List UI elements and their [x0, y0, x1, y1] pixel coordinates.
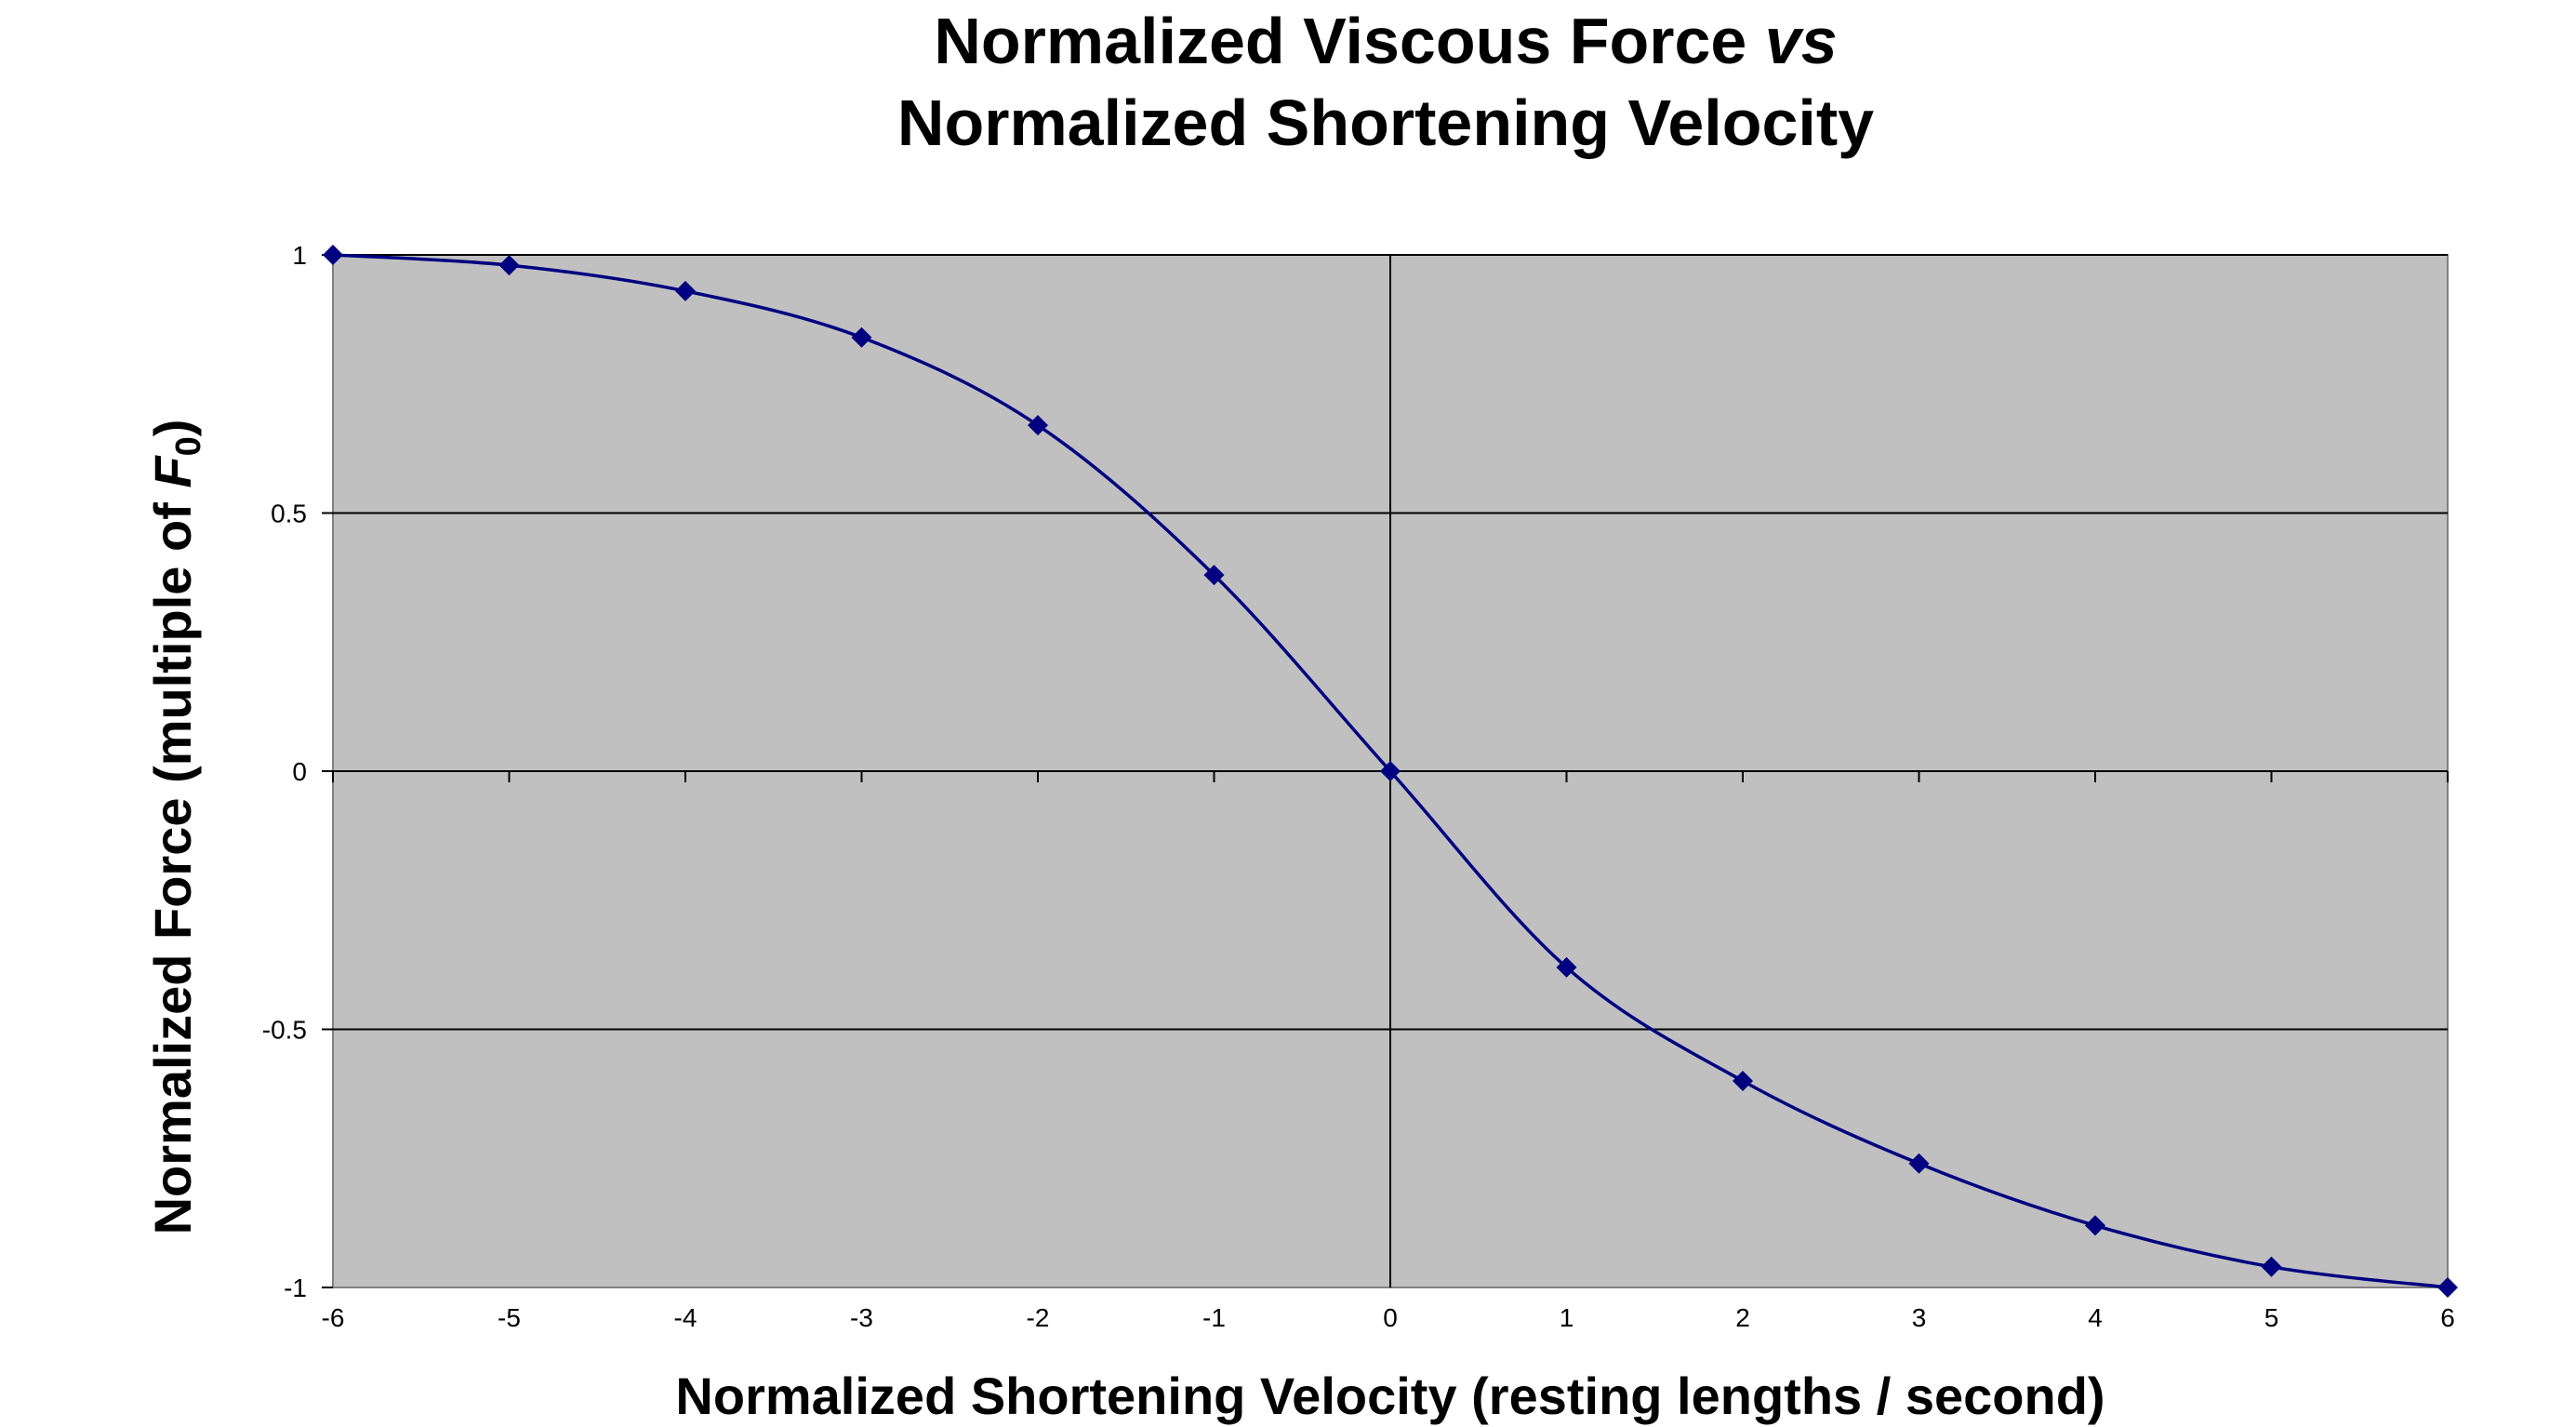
chart-title: Normalized Viscous Force vs Normalized S… — [0, 0, 2576, 164]
x-tick-label: -1 — [1202, 1303, 1226, 1332]
x-tick-label: 0 — [1383, 1303, 1398, 1332]
x-tick-label: 2 — [1735, 1303, 1750, 1332]
data-point — [1380, 761, 1401, 781]
chart-title-line1: Normalized Viscous Force vs — [934, 5, 1838, 77]
y-tick-label: 1 — [292, 241, 307, 270]
x-tick-label: 5 — [2264, 1303, 2279, 1332]
data-point — [498, 255, 520, 276]
x-tick-label: -2 — [1027, 1303, 1050, 1332]
data-point — [2085, 1215, 2105, 1236]
y-tick-label: 0.5 — [271, 500, 307, 528]
data-markers — [323, 245, 2458, 1298]
x-tick-label: 3 — [1912, 1303, 1927, 1332]
data-point — [1203, 565, 1225, 586]
y-axis-title: Normalized Force (multiple of F0) — [143, 420, 208, 1235]
x-tick-label: 4 — [2088, 1303, 2103, 1332]
x-axis-title: Normalized Shortening Velocity (resting … — [675, 1367, 2105, 1425]
data-point — [675, 280, 696, 301]
data-point — [851, 327, 872, 348]
data-point — [2437, 1277, 2458, 1298]
data-point — [2261, 1256, 2282, 1277]
x-tick-label: -3 — [850, 1303, 873, 1332]
x-tick-label: -5 — [498, 1303, 521, 1332]
chart-title-line2: Normalized Shortening Velocity — [896, 87, 1875, 159]
x-tick-label: 1 — [1560, 1303, 1574, 1332]
data-point — [1733, 1071, 1753, 1091]
y-tick-label: 0 — [292, 757, 307, 786]
data-point — [1028, 415, 1048, 436]
data-point — [1556, 956, 1577, 978]
y-tick-label: -0.5 — [262, 1016, 307, 1045]
x-tick-label: 6 — [2440, 1303, 2455, 1332]
y-tick-label: -1 — [284, 1274, 307, 1302]
data-point — [323, 245, 343, 265]
x-tick-label: -6 — [322, 1303, 345, 1332]
x-tick-label: -4 — [674, 1303, 697, 1332]
tick-labels: -6 -5 -4 -3 -2 -1 0 1 2 3 4 5 6 -1 -0.5 0 0.5 1 — [262, 241, 2455, 1332]
data-point — [1908, 1153, 1930, 1174]
